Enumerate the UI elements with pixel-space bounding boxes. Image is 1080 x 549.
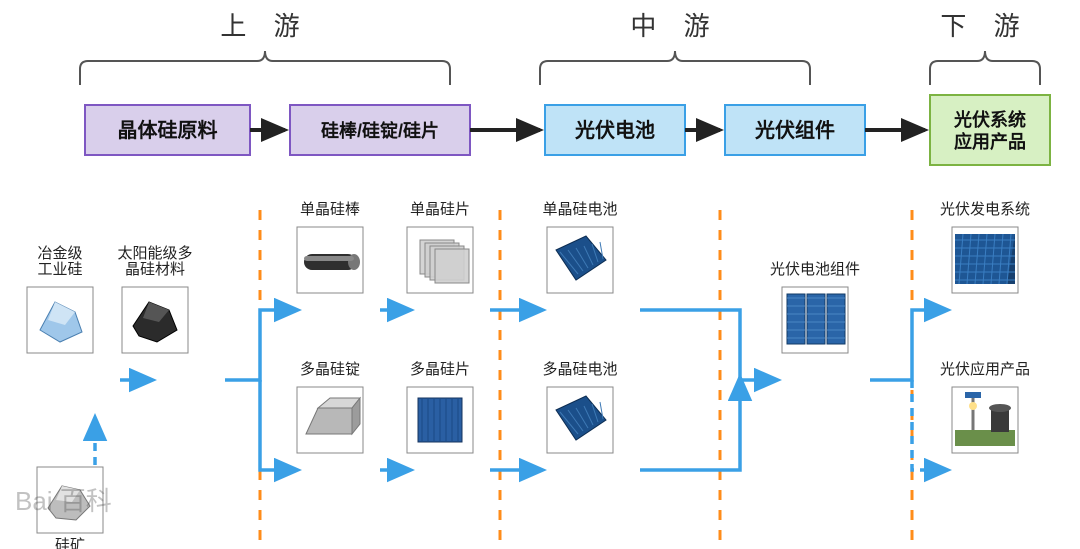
thumbnail-module — [782, 287, 848, 353]
item-polyCell: 多晶硅电池 — [542, 361, 617, 453]
svg-text:光伏系统: 光伏系统 — [953, 109, 1026, 130]
item-label: 光伏应用产品 — [940, 360, 1030, 378]
svg-text:硅棒/硅锭/硅片: 硅棒/硅锭/硅片 — [321, 120, 439, 141]
stage-label-midstream: 中 游 — [630, 11, 719, 41]
thumbnail-ingot — [297, 387, 363, 453]
thumbnail-cell — [547, 387, 613, 453]
item-label: 单晶硅电池 — [542, 201, 617, 218]
bracket-upstream — [80, 51, 450, 85]
item-pvApp: 光伏应用产品 — [940, 360, 1030, 453]
item-label: 单晶硅棒 — [300, 201, 360, 218]
svg-text:光伏电池: 光伏电池 — [574, 118, 655, 142]
flow-arrow — [640, 380, 740, 470]
thumbnail-wafer-blue — [407, 387, 473, 453]
thumbnail-rock-blue — [27, 287, 93, 353]
thumbnail-cell — [547, 227, 613, 293]
item-label: 太阳能级多 — [117, 245, 192, 262]
flow-arrow — [912, 380, 945, 470]
item-pvModule: 光伏电池组件 — [770, 261, 860, 353]
item-label: 冶金级 — [37, 245, 82, 262]
flow-arrow — [260, 380, 295, 470]
svg-text:晶体硅原料: 晶体硅原料 — [118, 118, 218, 142]
stage-label-upstream: 上 游 — [220, 11, 309, 41]
item-polyWafer: 多晶硅片 — [407, 361, 473, 453]
item-label: 晶硅材料 — [125, 261, 185, 278]
flow-arrow — [870, 310, 945, 380]
flow-arrow — [225, 310, 295, 380]
box-raw: 晶体硅原料 — [85, 105, 250, 155]
item-label: 硅矿 — [55, 537, 85, 549]
box-cell: 光伏电池 — [545, 105, 685, 155]
box-rod: 硅棒/硅锭/硅片 — [290, 105, 470, 155]
item-label: 单晶硅片 — [410, 201, 470, 218]
item-label: 光伏发电系统 — [940, 201, 1030, 218]
bracket-midstream — [540, 51, 810, 85]
box-system: 光伏系统应用产品 — [930, 95, 1050, 165]
thumbnail-streetlight — [952, 387, 1018, 453]
item-pvSystem: 光伏发电系统 — [940, 201, 1030, 293]
stage-label-downstream: 下 游 — [940, 11, 1029, 41]
watermark: Bai 百科 — [15, 486, 112, 516]
flow-arrow — [640, 310, 775, 380]
item-polyIngot: 多晶硅锭 — [297, 361, 363, 453]
item-solarPoly: 太阳能级多晶硅材料 — [117, 245, 192, 353]
thumbnail-rod — [297, 227, 363, 293]
diagram-canvas: 上 游中 游下 游 晶体硅原料硅棒/硅锭/硅片光伏电池光伏组件光伏系统应用产品 … — [0, 0, 1080, 549]
item-label: 多晶硅锭 — [300, 361, 360, 378]
thumbnail-wafer-stack — [407, 227, 473, 293]
box-module: 光伏组件 — [725, 105, 865, 155]
item-monoWafer: 单晶硅片 — [407, 201, 473, 293]
bracket-downstream — [930, 51, 1040, 85]
thumbnail-panels — [952, 227, 1018, 293]
thumbnail-rock-dark — [122, 287, 188, 353]
item-metSi: 冶金级工业硅 — [27, 245, 93, 353]
item-monoCell: 单晶硅电池 — [542, 201, 617, 293]
item-monoRod: 单晶硅棒 — [297, 201, 363, 293]
item-label: 多晶硅片 — [410, 361, 470, 378]
svg-text:光伏组件: 光伏组件 — [754, 118, 835, 142]
svg-text:应用产品: 应用产品 — [954, 131, 1026, 152]
item-label: 多晶硅电池 — [542, 361, 617, 378]
item-label: 工业硅 — [37, 261, 82, 278]
item-label: 光伏电池组件 — [770, 261, 860, 278]
